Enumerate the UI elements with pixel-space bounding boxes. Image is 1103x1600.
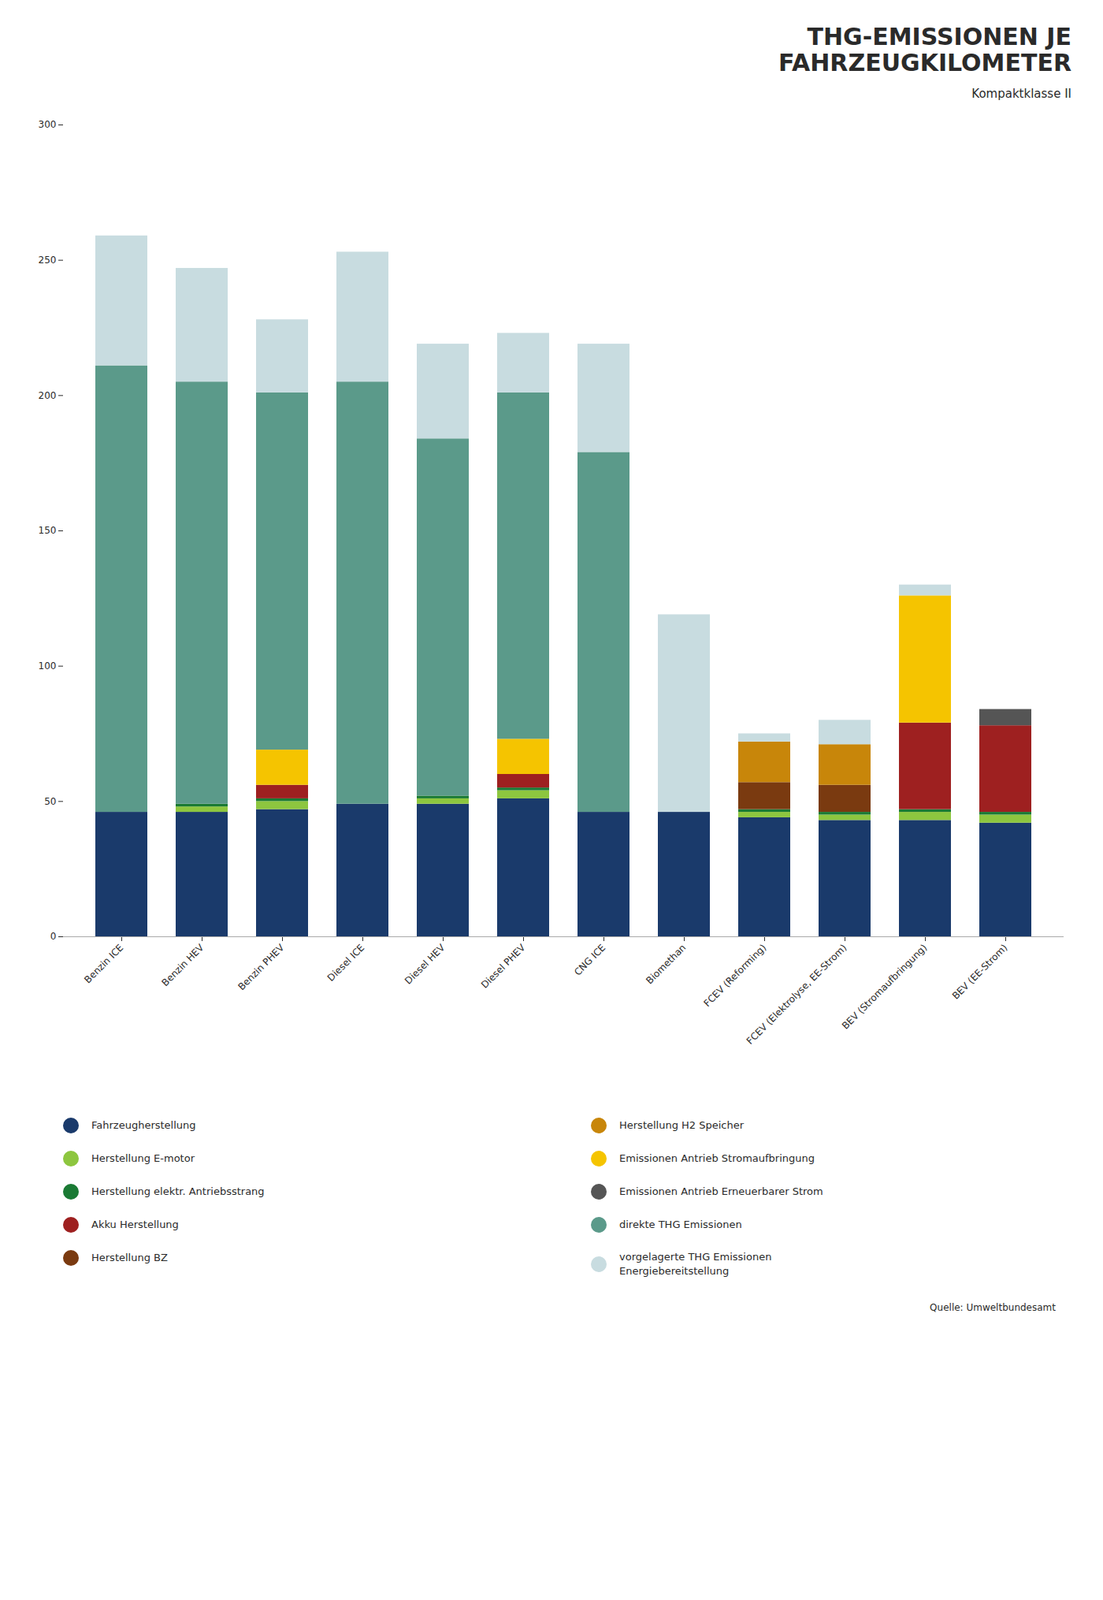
svg-text:150: 150 [38,524,57,536]
svg-text:Diesel PHEV: Diesel PHEV [479,941,528,991]
svg-text:CNG ICE: CNG ICE [571,941,608,977]
svg-text:300: 300 [38,118,57,130]
html-text:Herstellung elektr. Antriebsst: Herstellung elektr. Antriebsstrang [91,1184,265,1197]
svg-text:Benzin PHEV: Benzin PHEV [235,941,286,992]
html-text:Emissionen Antrieb Erneuerbare: Emissionen Antrieb Erneuerbarer Strom [619,1184,824,1197]
svg-text:0: 0 [50,930,57,942]
svg-text:50: 50 [44,795,56,807]
html-text:Akku Herstellung: Akku Herstellung [91,1217,179,1230]
html-text:Kompaktklasse II: Kompaktklasse II [971,86,1072,101]
svg-text:BEV (EE-Strom): BEV (EE-Strom) [950,941,1010,1001]
html-text:vorgelagerte THG Emissionen En: vorgelagerte THG Emissionen Energieberei… [619,1250,772,1277]
html-text:Emissionen Antrieb Stromaufbri: Emissionen Antrieb Stromaufbringung [619,1151,815,1164]
svg-text:250: 250 [38,254,57,266]
svg-text:200: 200 [38,389,57,402]
svg-text:Diesel HEV: Diesel HEV [402,941,448,987]
svg-text:Diesel ICE: Diesel ICE [325,941,368,984]
svg-text:Biomethan: Biomethan [643,941,688,986]
html-text:Fahrzeugherstellung: Fahrzeugherstellung [91,1118,196,1131]
svg-text:Benzin ICE: Benzin ICE [81,941,126,985]
html-text:direkte THG Emissionen: direkte THG Emissionen [619,1217,742,1230]
svg-text:FCEV (Elektrolyse, EE-Strom): FCEV (Elektrolyse, EE-Strom) [744,941,850,1047]
html-text:Herstellung H2 Speicher: Herstellung H2 Speicher [619,1118,744,1131]
html-text:Herstellung E-motor: Herstellung E-motor [91,1151,195,1164]
html-text:THG-EMISSIONEN JE FAHRZEUGKILO: THG-EMISSIONEN JE FAHRZEUGKILOMETER [778,22,1072,77]
svg-text:FCEV (Reforming): FCEV (Reforming) [701,941,769,1009]
html-text:Herstellung BZ: Herstellung BZ [91,1251,168,1263]
svg-text:100: 100 [38,660,57,672]
svg-text:BEV (Stromaufbringung): BEV (Stromaufbringung) [839,941,929,1031]
html-text:Quelle: Umweltbundesamt: Quelle: Umweltbundesamt [929,1301,1056,1313]
svg-text:Benzin HEV: Benzin HEV [159,941,207,988]
